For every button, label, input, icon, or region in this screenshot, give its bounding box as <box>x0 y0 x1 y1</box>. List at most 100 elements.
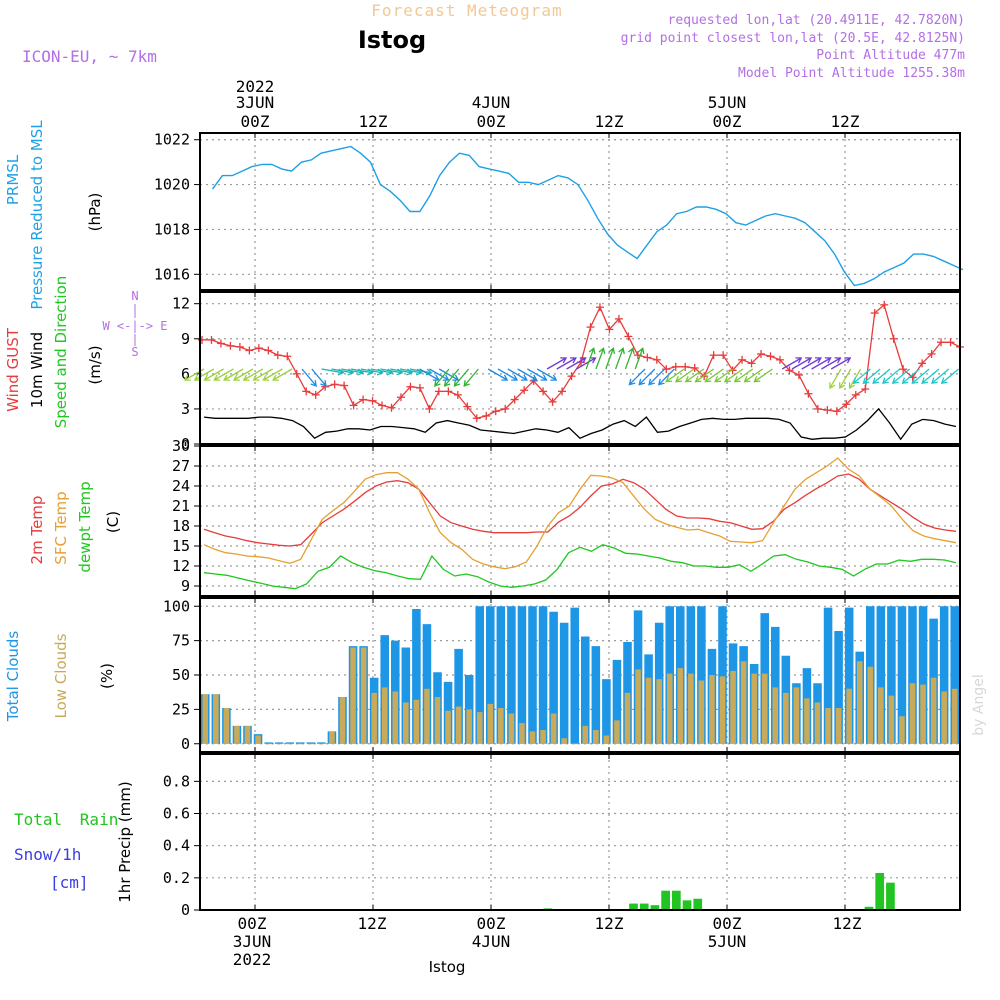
low-cloud-bar <box>487 703 494 744</box>
credit-watermark: by Angel <box>971 674 987 735</box>
wind-gust-marker <box>425 404 434 413</box>
wind-direction-arrow <box>497 368 519 381</box>
low-cloud-bar <box>498 708 504 744</box>
arrow-head <box>628 378 636 386</box>
low-cloud-bar <box>719 676 726 744</box>
wind-direction-arrow <box>704 368 724 383</box>
arrow-head <box>753 376 761 383</box>
wind-direction-arrow <box>839 368 852 390</box>
wind-direction-arrow <box>634 347 645 370</box>
low-cloud-bar <box>424 688 430 744</box>
wind-gust-marker <box>245 346 254 355</box>
arrow-head <box>930 377 938 384</box>
low-cloud-bar <box>329 731 335 744</box>
arrow-shaft <box>453 368 470 387</box>
rain-bar <box>639 903 649 910</box>
arrow-head <box>694 376 702 383</box>
arrow-head <box>881 377 889 384</box>
wind-direction-arrow <box>791 357 813 370</box>
low-cloud-bar <box>350 647 356 744</box>
wind-ytick-label: 0 <box>181 435 190 453</box>
wind-direction-arrow <box>536 368 558 381</box>
clouds-ytick-label: 50 <box>172 666 190 684</box>
pressure-unit: (hPa) <box>86 193 104 232</box>
wind-gust-marker <box>889 334 898 343</box>
wind-gust-marker <box>832 407 841 416</box>
wind-gust-marker <box>804 389 813 398</box>
wind-gust-marker <box>624 332 633 341</box>
wind-direction-arrow <box>821 357 842 370</box>
arrow-shaft <box>911 368 930 384</box>
low-cloud-bar <box>392 691 399 744</box>
arrow-shaft <box>487 368 508 381</box>
wind-gust-marker <box>681 362 690 371</box>
total-cloud-bar <box>496 606 506 744</box>
low-cloud-bar <box>255 735 261 744</box>
wind-gust-marker <box>501 404 510 413</box>
arrow-shaft <box>624 348 634 370</box>
total-cloud-bar <box>517 606 527 744</box>
temp-unit: (C) <box>104 511 122 533</box>
arrow-shaft <box>331 368 354 374</box>
arrow-shaft <box>791 357 812 370</box>
low-cloud-bar <box>434 697 441 744</box>
arrow-head <box>618 347 625 355</box>
low-cloud-bar <box>709 675 715 744</box>
wind-gust-marker <box>453 390 462 399</box>
arrow-head <box>452 374 460 381</box>
wind-10m-line <box>203 407 957 441</box>
arrow-head <box>540 374 548 381</box>
wind-gust-marker <box>643 353 652 362</box>
arrow-head <box>637 347 645 355</box>
arrow-head <box>589 357 597 364</box>
arrow-head <box>434 379 441 387</box>
total-cloud-bar <box>602 679 611 744</box>
arrow-shaft <box>830 357 851 370</box>
temp-ytick-label: 12 <box>172 557 190 575</box>
bottom-axis-label: 12Z <box>358 914 387 933</box>
arrow-shaft <box>321 368 344 374</box>
arrow-head <box>638 378 646 386</box>
wind-direction-arrow <box>694 368 714 383</box>
top-axis-label: 3JUN <box>236 93 275 112</box>
arrow-head <box>872 377 880 384</box>
rain-bar <box>682 900 692 910</box>
low-cloud-bar <box>814 702 821 744</box>
wind-gust-marker <box>216 339 225 348</box>
wind-gust-marker <box>842 400 851 409</box>
wind-direction-arrow <box>753 368 773 383</box>
wind-direction-arrow <box>453 368 470 387</box>
arrow-head <box>824 357 832 364</box>
wind-gust-marker <box>472 414 481 423</box>
wind-direction-arrow <box>223 368 244 381</box>
wind-direction-arrow <box>901 368 920 384</box>
arrow-shaft <box>921 368 940 384</box>
wind-gust-marker <box>946 338 955 347</box>
arrow-shaft <box>801 357 822 370</box>
arrow-head <box>463 379 470 387</box>
wind-gust-marker <box>349 401 358 410</box>
wind-gust-marker <box>406 382 415 391</box>
wind-ytick-label: 9 <box>181 330 190 348</box>
arrow-shaft <box>744 368 763 383</box>
wind-gust-marker <box>870 309 879 318</box>
wind-gust-marker <box>719 351 728 360</box>
low-cloud-bar <box>339 697 346 744</box>
wind-gust-label: Wind GUST <box>4 327 22 412</box>
arrow-shaft <box>390 368 412 374</box>
low-cloud-bar <box>508 713 515 744</box>
arrow-shaft <box>595 348 605 370</box>
total-cloud-bar <box>897 606 907 744</box>
total-cloud-bar <box>939 606 949 744</box>
low-cloud-bar <box>698 680 705 744</box>
total-cloud-bar <box>507 606 516 744</box>
total-cloud-bar <box>401 647 411 744</box>
sfc-temp-line <box>203 457 957 570</box>
wind-direction-arrow <box>203 368 224 381</box>
total-cloud-bar <box>844 607 854 744</box>
arrow-shaft <box>380 368 403 374</box>
arrow-head <box>272 374 279 381</box>
model-altitude: Model Point Altitude 1255.38m <box>738 66 965 81</box>
total-cloud-bar <box>412 609 421 744</box>
